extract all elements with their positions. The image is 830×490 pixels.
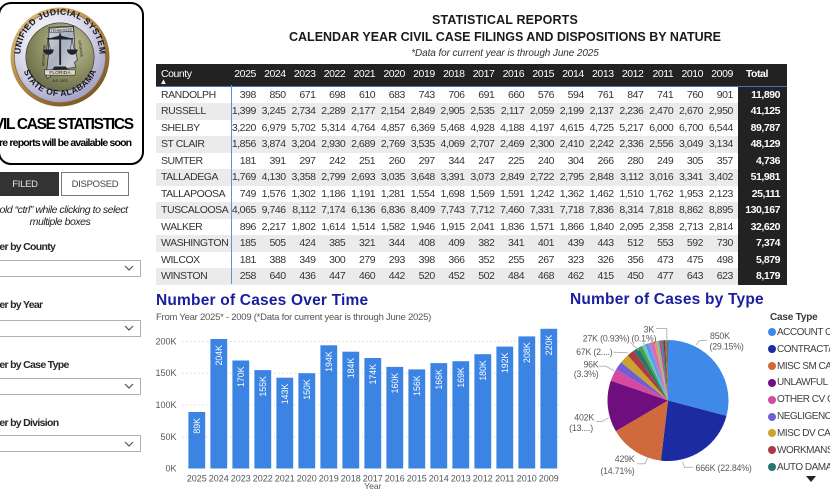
svg-text:402K: 402K: [574, 413, 594, 423]
svg-text:100K: 100K: [155, 400, 176, 410]
svg-text:143K: 143K: [280, 384, 290, 405]
svg-text:160K: 160K: [390, 373, 400, 394]
svg-text:2010: 2010: [517, 474, 537, 484]
svg-text:2020: 2020: [297, 474, 317, 484]
svg-text:2019: 2019: [319, 474, 339, 484]
svg-text:666K (22.84%): 666K (22.84%): [696, 463, 752, 473]
svg-text:150K: 150K: [155, 368, 176, 378]
svg-text:89K: 89K: [192, 418, 202, 434]
svg-text:2018: 2018: [341, 474, 361, 484]
svg-text:GEORGIA: GEORGIA: [77, 40, 83, 58]
svg-text:2016: 2016: [385, 474, 405, 484]
svg-text:180K: 180K: [478, 360, 488, 381]
svg-text:429K: 429K: [615, 454, 635, 464]
svg-text:220K: 220K: [544, 335, 554, 356]
svg-text:3K: 3K: [644, 324, 655, 334]
svg-text:200K: 200K: [155, 337, 176, 347]
svg-text:2023: 2023: [231, 474, 251, 484]
svg-text:2022: 2022: [253, 474, 273, 484]
svg-text:27K (0.93%): 27K (0.93%): [583, 333, 630, 343]
svg-text:96K: 96K: [583, 359, 598, 369]
svg-text:150K: 150K: [302, 379, 312, 400]
svg-text:850K: 850K: [710, 331, 730, 341]
svg-text:2024: 2024: [209, 474, 229, 484]
svg-text:204K: 204K: [214, 345, 224, 366]
svg-text:2025: 2025: [187, 474, 207, 484]
svg-text:A.D. 1973: A.D. 1973: [52, 79, 67, 83]
svg-text:155K: 155K: [258, 376, 268, 397]
svg-text:2015: 2015: [407, 474, 427, 484]
svg-text:TENNESSEE: TENNESSEE: [50, 28, 73, 33]
svg-text:0K: 0K: [165, 464, 176, 474]
svg-text:2009: 2009: [539, 474, 559, 484]
svg-text:194K: 194K: [324, 351, 334, 372]
svg-text:(29.15%): (29.15%): [710, 342, 744, 352]
svg-text:2017: 2017: [363, 474, 383, 484]
svg-text:2013: 2013: [451, 474, 471, 484]
svg-text:208K: 208K: [522, 342, 532, 363]
svg-text:(13....): (13....): [569, 423, 593, 433]
svg-text:MISSISSIPPI: MISSISSIPPI: [41, 44, 47, 66]
svg-text:50K: 50K: [160, 432, 176, 442]
svg-text:Year: Year: [364, 481, 381, 490]
svg-text:174K: 174K: [368, 364, 378, 385]
svg-text:192K: 192K: [500, 352, 510, 373]
svg-text:FLORIDA: FLORIDA: [49, 70, 71, 76]
svg-text:2011: 2011: [495, 474, 514, 484]
svg-text:169K: 169K: [456, 367, 466, 388]
svg-text:(0.1%): (0.1%): [632, 333, 657, 343]
svg-text:67K (2....): 67K (2....): [576, 347, 613, 357]
svg-text:170K: 170K: [236, 366, 246, 387]
svg-text:(14.71%): (14.71%): [600, 466, 634, 476]
svg-text:156K: 156K: [412, 375, 422, 396]
svg-text:166K: 166K: [434, 369, 444, 390]
svg-text:2014: 2014: [429, 474, 449, 484]
svg-text:2012: 2012: [473, 474, 493, 484]
svg-text:184K: 184K: [346, 358, 356, 379]
svg-text:(3.3%): (3.3%): [574, 369, 599, 379]
svg-text:2021: 2021: [275, 474, 295, 484]
